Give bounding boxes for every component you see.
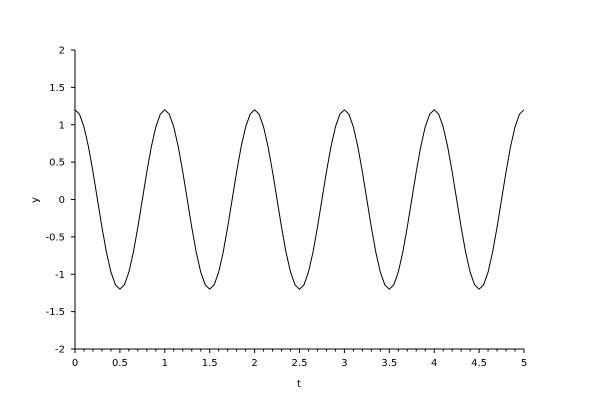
x-tick-label: 4.5 <box>471 358 487 369</box>
x-tick-label: 2.5 <box>292 358 308 369</box>
y-tick-label: 1.5 <box>49 83 65 94</box>
series-line <box>74 109 525 290</box>
x-tick-label: 1.5 <box>202 358 218 369</box>
y-tick-label: -1 <box>55 270 65 281</box>
x-tick-label: 3 <box>341 358 347 369</box>
x-tick-label: 2 <box>251 358 257 369</box>
y-tick-label: 0 <box>59 195 65 206</box>
y-tick-label: -2 <box>55 345 65 356</box>
y-tick-label: 1 <box>59 120 65 131</box>
x-tick-label: 0 <box>72 358 78 369</box>
x-tick-label: 4 <box>431 358 437 369</box>
y-tick-label: -1.5 <box>45 307 65 318</box>
x-tick-label: 1 <box>162 358 168 369</box>
y-tick-label: -0.5 <box>45 232 65 243</box>
y-tick-label: 0.5 <box>49 158 65 169</box>
ticks: 0 0.5 1 1.5 2 2.5 3 3.5 4 4.5 5 -2 -1.5 -1 -0.5 0 0.5 1 1.… <box>45 46 527 370</box>
y-tick-label: 2 <box>59 46 65 57</box>
x-axis-label: t <box>297 379 301 390</box>
y-axis-label: y <box>30 197 41 203</box>
x-tick-label: 3.5 <box>381 358 397 369</box>
x-tick-label: 5 <box>521 358 527 369</box>
x-tick-label: 0.5 <box>112 358 128 369</box>
